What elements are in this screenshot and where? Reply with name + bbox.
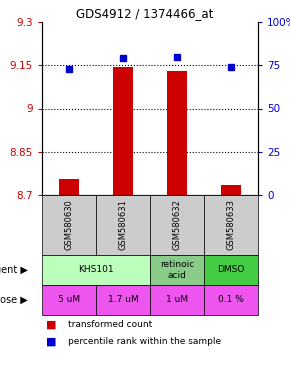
Bar [113,67,133,195]
Bar [150,195,204,255]
Bar [167,71,187,195]
Text: 1.7 uM: 1.7 uM [108,296,138,305]
Text: ■: ■ [46,320,57,330]
Text: 0.1 %: 0.1 % [218,296,244,305]
Bar [204,195,258,255]
Text: GSM580631: GSM580631 [119,200,128,250]
Text: KHS101: KHS101 [78,265,114,275]
Text: DMSO: DMSO [217,265,245,275]
Text: retinoic
acid: retinoic acid [160,260,194,280]
Bar [150,255,204,285]
Bar [204,285,258,315]
Bar [42,195,96,255]
Text: dose ▶: dose ▶ [0,295,28,305]
Bar [42,255,150,285]
Text: GDS4912 / 1374466_at: GDS4912 / 1374466_at [76,7,214,20]
Bar [221,185,241,195]
Text: ■: ■ [46,337,57,347]
Bar [96,285,150,315]
Text: GSM580632: GSM580632 [173,200,182,250]
Text: GSM580633: GSM580633 [226,200,235,250]
Text: transformed count: transformed count [68,320,152,329]
Bar [204,255,258,285]
Text: GSM580630: GSM580630 [64,200,73,250]
Bar [42,285,96,315]
Bar [59,179,79,195]
Text: percentile rank within the sample: percentile rank within the sample [68,338,221,346]
Text: agent ▶: agent ▶ [0,265,28,275]
Bar [150,285,204,315]
Bar [96,195,150,255]
Text: 5 uM: 5 uM [58,296,80,305]
Text: 1 uM: 1 uM [166,296,188,305]
